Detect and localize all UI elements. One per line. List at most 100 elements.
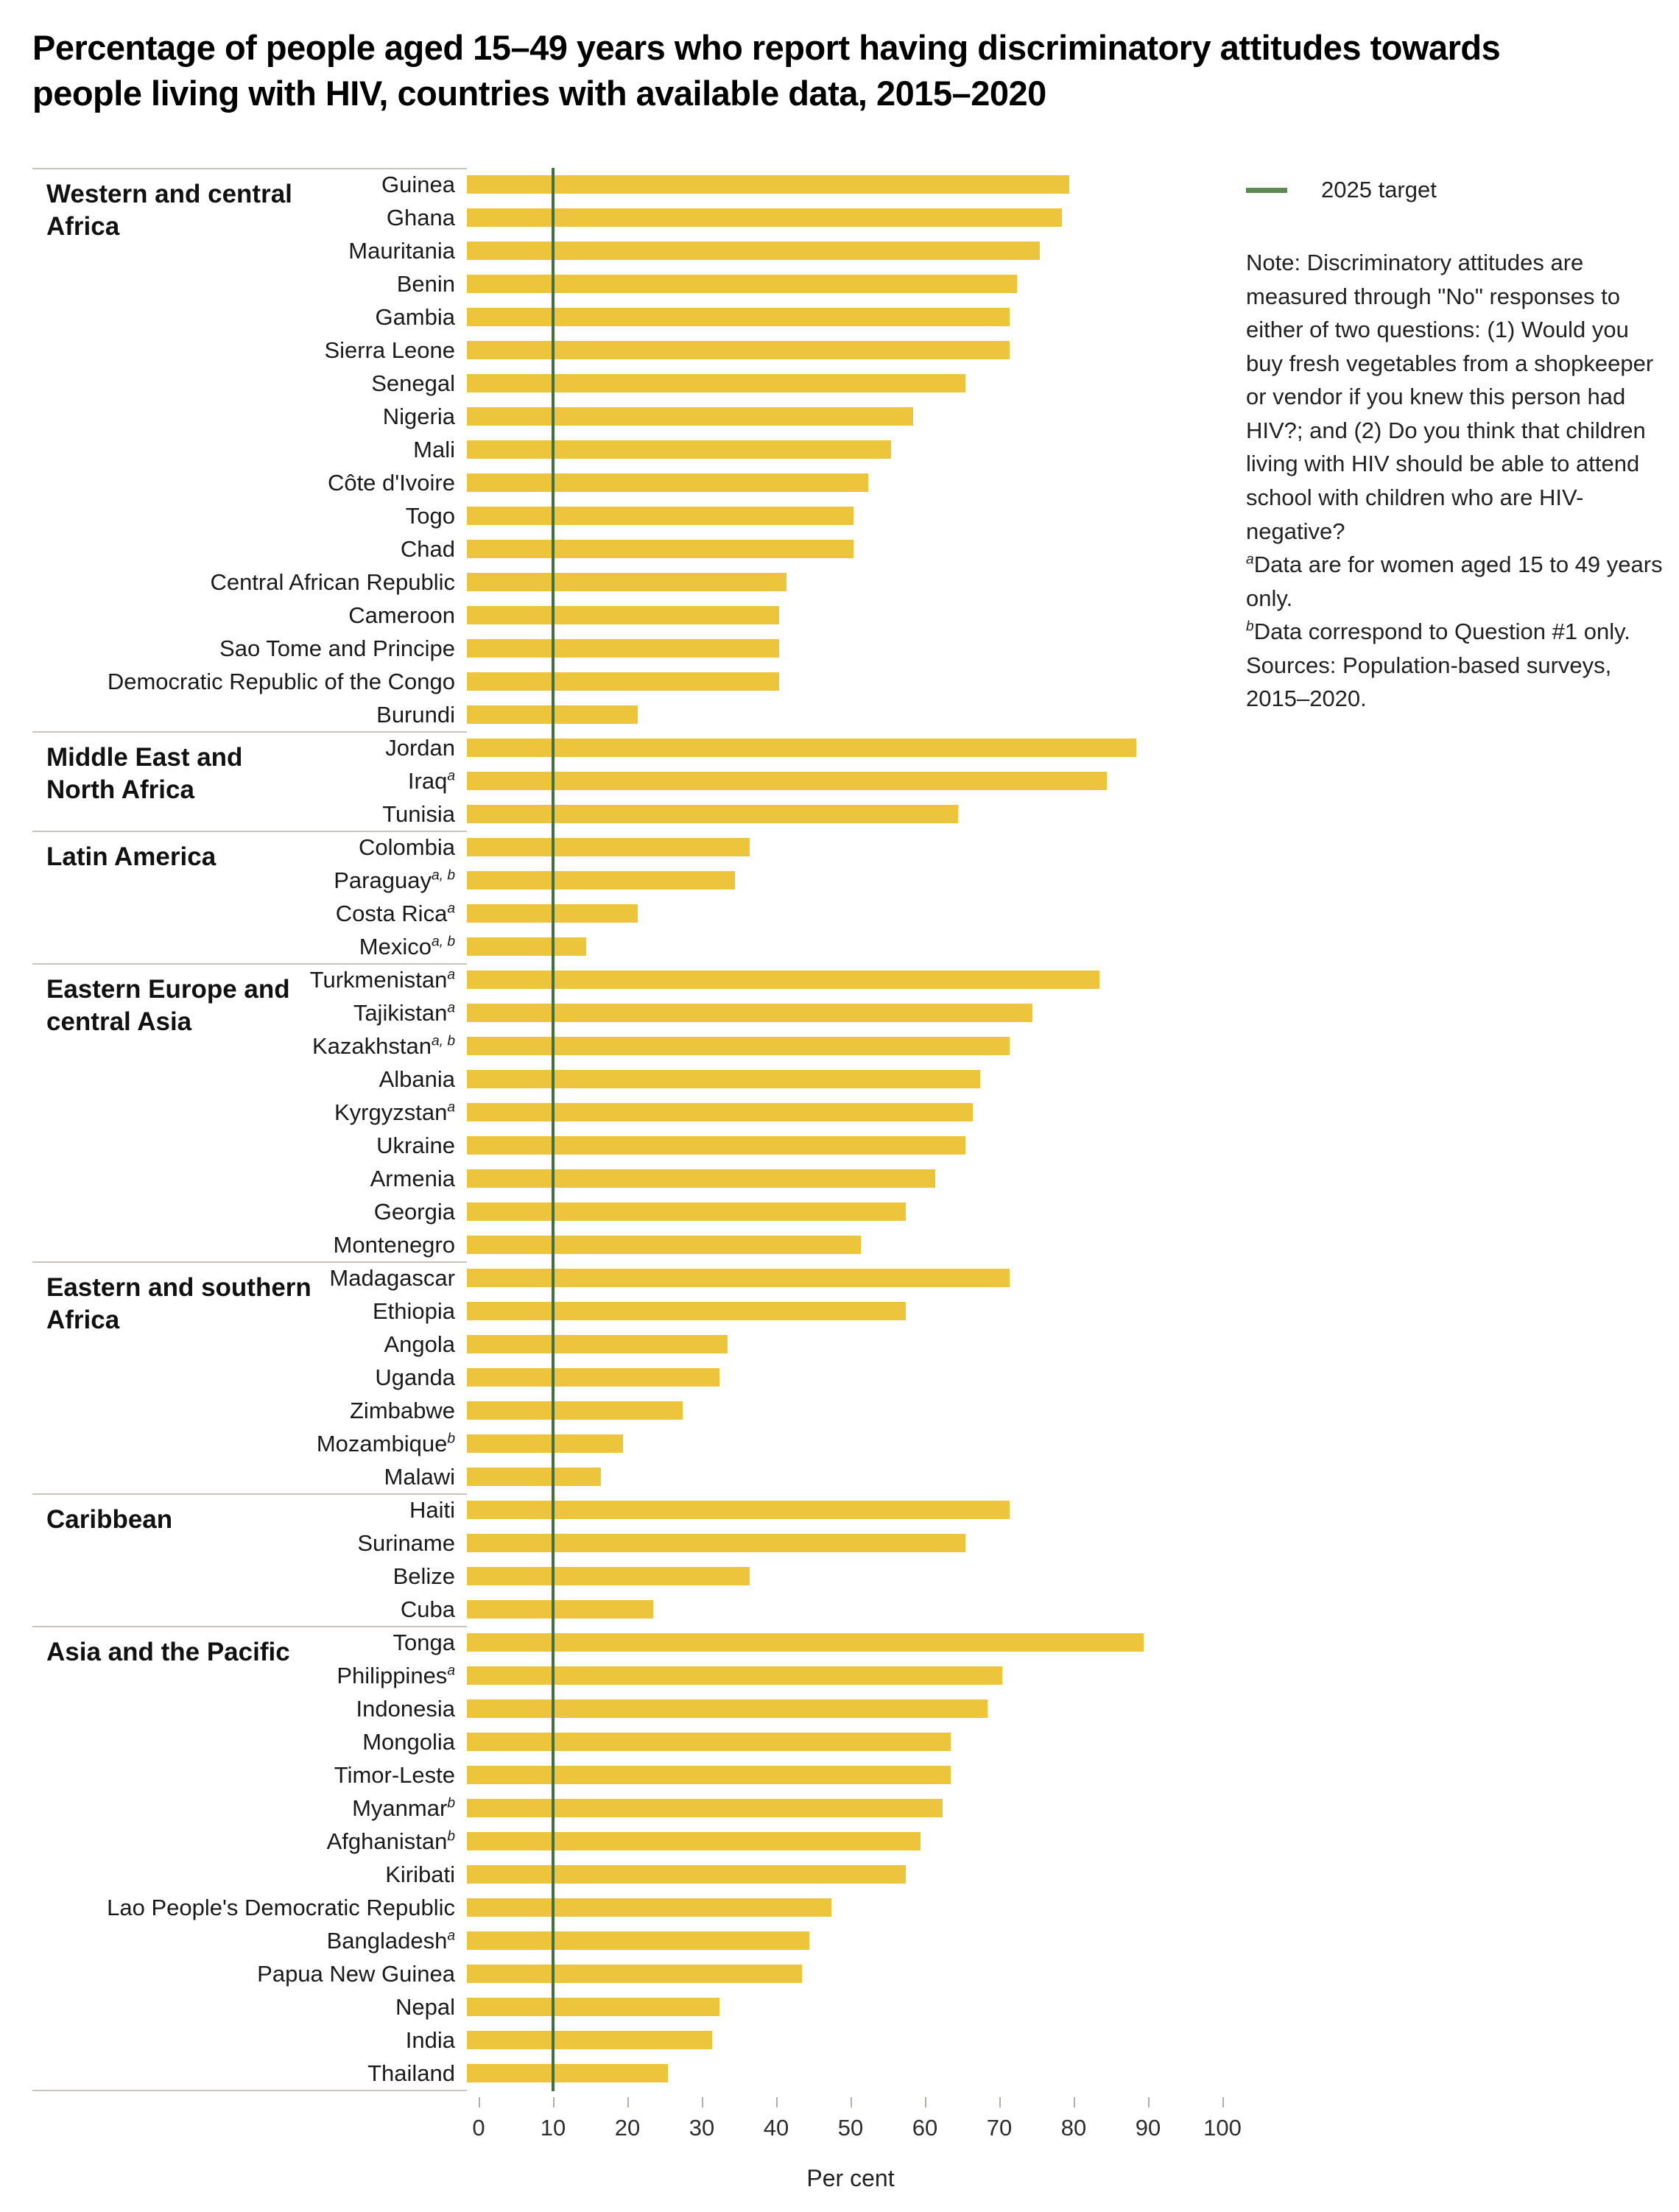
country-row: Angola [32, 1328, 1222, 1361]
country-row: Suriname [32, 1526, 1222, 1560]
country-label: Cameroon [348, 602, 455, 628]
country-row: Central African Republic [32, 566, 1222, 599]
x-axis-tick-label: 10 [540, 2115, 566, 2141]
bar-track [467, 1029, 1211, 1063]
country-label: Cuba [400, 1596, 455, 1622]
bar-track [467, 566, 1211, 599]
x-axis-tick [1148, 2097, 1150, 2107]
bar [467, 606, 780, 624]
bar [467, 175, 1070, 194]
country-row: Bangladesha [32, 1924, 1222, 1957]
country-label: Mauritania [348, 237, 455, 264]
bar [467, 473, 869, 492]
country-row: Gambia [32, 300, 1222, 334]
target-line-2025 [552, 168, 555, 2091]
region-group: Caribbean Haiti Suriname Belize Cuba [32, 1493, 1222, 1626]
country-label: Ukraine [376, 1132, 455, 1158]
bar [467, 1169, 936, 1188]
country-label: Albania [379, 1066, 455, 1092]
bar [467, 1865, 906, 1884]
bar-track [467, 1526, 1211, 1560]
country-row: Turkmenistana [32, 963, 1222, 996]
bar-track [467, 532, 1211, 566]
bar-track [467, 367, 1211, 400]
country-row: Mozambiqueb [32, 1427, 1222, 1460]
country-row: Mexicoa, b [32, 930, 1222, 963]
country-label: India [405, 2026, 455, 2053]
bar-track [467, 1295, 1211, 1328]
country-row: Ukraine [32, 1129, 1222, 1162]
bar-track [467, 1261, 1211, 1295]
country-label: Haiti [409, 1496, 455, 1523]
country-row: Zimbabwe [32, 1394, 1222, 1427]
bar [467, 1931, 809, 1950]
bar [467, 374, 965, 392]
country-row: Armenia [32, 1162, 1222, 1195]
x-axis-tick-label: 60 [912, 2115, 938, 2141]
bar [467, 772, 1107, 790]
x-axis-tick [1222, 2097, 1224, 2107]
x-axis-tick-label: 100 [1203, 2115, 1242, 2141]
bar-track [467, 168, 1211, 201]
country-label: Burundi [376, 701, 455, 728]
country-row: Iraqa [32, 764, 1222, 797]
note-line: aData are for women aged 15 to 49 years … [1246, 552, 1663, 611]
bar [467, 805, 958, 823]
country-row: Timor-Leste [32, 1758, 1222, 1792]
x-axis-title: Per cent [806, 2165, 895, 2191]
side-panel: 2025 target Note: Discriminatory attitud… [1246, 177, 1663, 716]
country-label: Belize [393, 1563, 455, 1589]
country-row: Ethiopia [32, 1295, 1222, 1328]
bar-track [467, 1758, 1211, 1792]
country-label: Iraqa [407, 767, 455, 794]
bar [467, 573, 787, 591]
country-row: Afghanistanb [32, 1825, 1222, 1858]
region-label: Middle East and North Africa [46, 743, 243, 804]
bar-track [467, 1162, 1211, 1195]
region-group: Western and central Africa Guinea Ghana Mau… [32, 168, 1222, 731]
bar [467, 838, 750, 856]
country-label: Georgia [373, 1198, 455, 1225]
country-row: Mauritania [32, 234, 1222, 267]
country-label: Colombia [359, 834, 455, 860]
bar [467, 1666, 1003, 1685]
country-label: Afghanistanb [326, 1828, 455, 1854]
bar-track [467, 1725, 1211, 1758]
bar-track [467, 1957, 1211, 1990]
country-label: Nepal [395, 1993, 455, 2020]
chart-groups: Western and central Africa Guinea Ghana Mau… [32, 168, 1222, 2090]
bar [467, 1004, 1032, 1022]
bar [467, 407, 913, 426]
x-axis-tick-label: 70 [986, 2115, 1013, 2141]
country-row: Ghana [32, 201, 1222, 234]
country-label: Guinea [381, 171, 455, 197]
country-label: Turkmenistana [309, 966, 455, 993]
x-axis-tick-label: 20 [614, 2115, 641, 2141]
x-axis-tick-label: 50 [837, 2115, 864, 2141]
bar-track [467, 1361, 1211, 1394]
chart-plot-area: Western and central Africa Guinea Ghana Mau… [32, 168, 1222, 2091]
x-axis-tick [776, 2097, 778, 2107]
country-row: Nigeria [32, 400, 1222, 433]
bar [467, 507, 854, 525]
region-group: Latin America Colombia Paraguaya, b Costa R… [32, 831, 1222, 963]
bar [467, 1699, 988, 1718]
bar [467, 739, 1136, 757]
bar [467, 1434, 624, 1453]
bar [467, 2031, 713, 2049]
x-axis-tick-label: 40 [763, 2115, 789, 2141]
bar-track [467, 698, 1211, 731]
x-axis-tick-label: 80 [1060, 2115, 1087, 2141]
note-line: bData correspond to Question #1 only. [1246, 619, 1630, 645]
chart-note: Note: Discriminatory attitudes are measu… [1246, 246, 1663, 716]
bar [467, 242, 1040, 260]
country-label: Tonga [393, 1629, 455, 1655]
country-row: Myanmarb [32, 1792, 1222, 1825]
country-row: India [32, 2023, 1222, 2057]
region-label: Caribbean [46, 1505, 173, 1534]
country-row: Tajikistana [32, 996, 1222, 1029]
bar [467, 1401, 683, 1420]
country-label: Armenia [370, 1165, 455, 1191]
bar [467, 1799, 943, 1817]
bar [467, 308, 1010, 326]
